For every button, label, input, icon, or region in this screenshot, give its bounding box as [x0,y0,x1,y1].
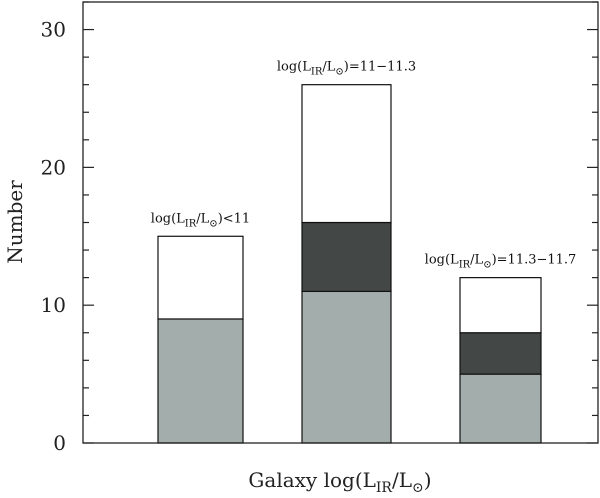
x-axis-label-pre: Galaxy log(L [248,468,375,492]
x-axis-label-tail: ) [424,468,432,492]
annotation-post: /L [196,211,209,226]
bar-annotation: log(LIR/L⊙)<11 [151,211,250,229]
annotation-post: /L [470,253,483,268]
x-axis-label-sub: IR [376,480,393,496]
x-axis-label-sun: ⊙ [412,480,424,496]
annotation-sun: ⊙ [483,260,491,271]
annotation-tail: )=11.3−11.7 [492,253,577,268]
bar-gray-1 [157,318,244,444]
annotation-sub: IR [459,260,471,271]
x-axis-label-post: /L [392,468,412,492]
y-tick-label: 20 [41,155,66,179]
bar-dark-3 [459,332,542,375]
bar-annotation: log(LIR/L⊙)=11−11.3 [277,60,416,78]
annotation-sub: IR [185,218,197,229]
annotation-tail: )=11−11.3 [344,60,416,75]
x-axis-label: Galaxy log(LIR/L⊙) [248,468,431,496]
bar-gray-3 [459,373,542,444]
annotation-sun: ⊙ [209,218,217,229]
annotation-post: /L [322,60,335,75]
bar-gray-2 [301,290,392,444]
bar-white-2 [301,84,392,224]
y-tick-label: 10 [41,293,66,317]
annotation-pre: log(L [425,253,459,268]
bar-white-3 [459,277,542,334]
y-tick-label: 0 [53,431,66,455]
plot-frame [82,1,599,444]
bar-white-1 [157,235,244,320]
y-tick-label: 30 [41,18,66,42]
annotation-pre: log(L [277,60,311,75]
bar-annotation: log(LIR/L⊙)=11.3−11.7 [425,253,577,271]
annotation-sub: IR [311,67,323,78]
annotation-tail: )<11 [218,211,251,226]
y-axis-label: Number [3,180,27,264]
annotation-sun: ⊙ [335,67,343,78]
bar-dark-2 [301,221,392,293]
y-ticks: 0 10 20 30 [41,1,598,455]
bars [157,84,542,444]
annotations: log(LIR/L⊙)<11log(LIR/L⊙)=11−11.3log(LIR… [151,60,577,271]
annotation-pre: log(L [151,211,185,226]
